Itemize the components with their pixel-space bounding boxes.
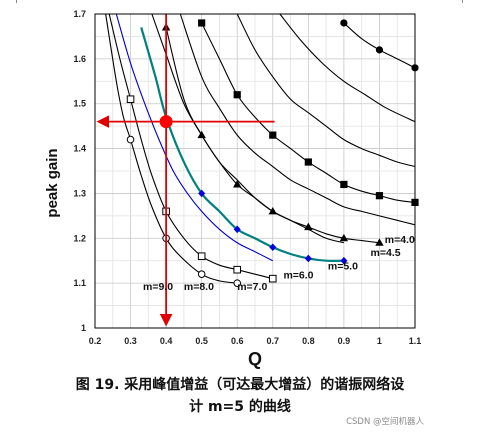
marker-unlabeled-7 <box>198 19 206 27</box>
marker-unlabeled-7 <box>375 192 384 200</box>
marker-m-9-0 <box>197 270 206 278</box>
marker-m-4-5 <box>339 233 349 242</box>
marker-m-6-0 <box>340 256 348 265</box>
marker-m-9-0 <box>233 279 242 287</box>
marker-unlabeled-7 <box>304 158 312 166</box>
marker-m-8-0 <box>197 252 206 261</box>
curve-label-m-7-0: m=7.0 <box>237 281 267 293</box>
marker-m-4-5 <box>304 222 313 231</box>
curve-label-m-8-0: m=8.0 <box>184 281 214 293</box>
series-line-unlabeled-8 <box>236 13 416 168</box>
design-guides <box>96 14 275 327</box>
peak-gain-chart: m=9.0 m=8.0 m=7.0m=6.0m=5.0m=4.5m=4.0 0.2 0… <box>44 9 421 369</box>
marker-unlabeled-7 <box>340 180 348 189</box>
marker-unlabeled-7 <box>233 91 241 99</box>
curve-label-m-6-0: m=6.0 <box>283 270 313 282</box>
marker-m-6-0 <box>198 189 206 198</box>
y-tick-label: 1.6 <box>73 54 86 64</box>
marker-m-8-0 <box>233 265 242 274</box>
marker-m-4-5 <box>268 206 277 215</box>
y-tick-label: 1.5 <box>73 99 86 109</box>
figure-caption-line-2: 计 m=5 的曲线 <box>189 399 291 415</box>
series-line-unlabeled-9 <box>279 13 416 123</box>
x-tick-label: 1.1 <box>409 336 422 346</box>
y-tick-label: 1 <box>81 323 86 333</box>
x-tick-label: 0.5 <box>195 336 208 346</box>
y-tick-label: 1.2 <box>73 233 86 243</box>
marker-m-4-5 <box>197 130 206 139</box>
marker-m-6-0 <box>304 254 312 263</box>
series-line-m-7-0 <box>115 13 274 262</box>
marker-m-9-0 <box>126 135 135 144</box>
curve-label-m-5-0: m=5.0 <box>328 261 358 273</box>
watermark: CSDN @空间机器人 <box>346 417 424 427</box>
y-tick-label: 1.4 <box>73 144 86 154</box>
plot-frame <box>94 13 416 329</box>
marker-m-6-0 <box>269 243 277 252</box>
x-tick-label: 0.4 <box>160 336 173 346</box>
series-line-m-4-0 <box>179 13 416 226</box>
design-point <box>159 115 173 129</box>
marker-m-6-0 <box>233 225 241 234</box>
x-tick-label: 0.7 <box>267 336 280 346</box>
series-line-m-9-0 <box>105 13 238 284</box>
x-tick-label: 0.3 <box>124 336 137 346</box>
grid <box>94 13 416 329</box>
edge-mark-left <box>16 0 17 3</box>
edge-mark-right <box>462 0 463 3</box>
figure-caption-line-1: 图 19. 采用峰值增益（可达最大增益）的谐振网络设 <box>75 377 405 393</box>
marker-m-4-5 <box>375 238 384 246</box>
y-tick-label: 1.3 <box>73 188 86 198</box>
x-tick-label: 0.8 <box>302 336 315 346</box>
curve-label-m-9-0: m=9.0 <box>143 281 173 293</box>
marker-unlabeled-10 <box>375 46 384 54</box>
x-tick-label: 0.2 <box>89 336 102 346</box>
curve-label-m-4-0: m=4.0 <box>385 234 415 246</box>
x-axis-title: Q <box>248 349 262 369</box>
marker-m-8-0 <box>268 274 277 283</box>
marker-unlabeled-10 <box>340 19 348 27</box>
marker-m-8-0 <box>126 95 135 104</box>
series-line-m-6-0 <box>140 27 344 262</box>
y-axis-title: peak gain <box>44 148 61 217</box>
y-tick-label: 1.1 <box>73 278 86 288</box>
marker-unlabeled-7 <box>269 131 277 139</box>
x-tick-label: 0.9 <box>338 336 351 346</box>
x-tick-label: 1 <box>377 336 382 346</box>
tick-labels: 0.2 0.3 0.4 0.5 0.6 0.7 0.8 0.9 1 1.1 1 1.1 1.2 1.3 1.… <box>73 9 421 346</box>
y-tick-label: 1.7 <box>73 9 86 19</box>
series-line-m-5-0 <box>151 13 345 244</box>
marker-m-4-5 <box>233 180 242 188</box>
x-tick-label: 0.6 <box>231 336 244 346</box>
curve-labels: m=9.0 m=8.0 m=7.0 m=6.0 m=5.0 m=4.5m=4.0 <box>143 234 415 293</box>
curve-label-m-4-5: m=4.5 <box>371 247 401 259</box>
